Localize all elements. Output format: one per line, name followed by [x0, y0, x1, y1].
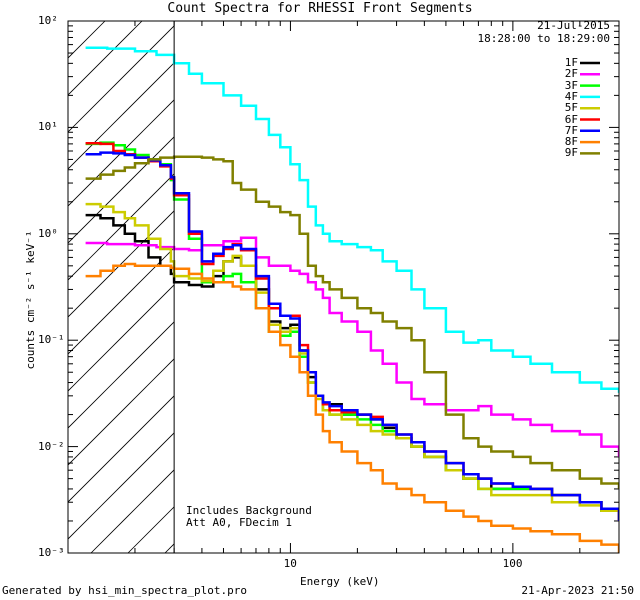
x-axis-label: Energy (keV): [300, 575, 380, 588]
series-9F: [85, 155, 619, 489]
legend-label-1F: 1F: [564, 56, 578, 69]
series-7F: [85, 151, 619, 521]
legend-label-2F: 2F: [564, 67, 578, 81]
hatch-line: [68, 284, 175, 392]
hatch-line: [68, 21, 143, 96]
hatch-line: [68, 99, 175, 207]
legend-label-7F: 7F: [564, 123, 578, 137]
hatch-line: [68, 62, 175, 170]
hatch-line: [68, 395, 175, 503]
series-4F: [85, 46, 619, 393]
y-tick-label: 10⁰: [38, 226, 58, 240]
y-tick-label: 10⁻³: [38, 546, 65, 559]
hatch-line: [68, 432, 175, 540]
legend-label-5F: 5F: [564, 101, 578, 115]
series-1F: [85, 213, 619, 521]
time-range: 18:28:00 to 18:29:00: [477, 32, 610, 45]
hatch-line: [68, 25, 175, 133]
legend-label-8F: 8F: [564, 135, 578, 149]
attenuator-note: Att A0, FDecim 1: [186, 516, 292, 529]
hatch-line: [68, 210, 175, 318]
hatch-line: [68, 358, 175, 466]
generated-by: Generated by hsi_min_spectra_plot.pro: [2, 584, 248, 597]
legend-label-9F: 9F: [564, 146, 578, 160]
legend-label-6F: 6F: [564, 112, 578, 126]
series-lines: [85, 46, 619, 553]
legend-label-3F: 3F: [564, 78, 578, 92]
legend-label-4F: 4F: [564, 89, 578, 103]
hatched-region: [68, 21, 175, 553]
hatch-line: [68, 136, 175, 244]
series-2F: [85, 236, 619, 457]
hatch-line: [90, 469, 175, 553]
generation-timestamp: 21-Apr-2023 21:50: [521, 584, 634, 597]
legend: [580, 61, 600, 155]
x-tick-label: 100: [502, 557, 523, 570]
y-tick-label: 10⁻¹: [38, 333, 65, 347]
hatch-line: [68, 247, 175, 355]
y-tick-label: 10⁻²: [38, 439, 65, 453]
hatch-line: [68, 173, 175, 281]
y-tick-label: 10¹: [38, 120, 58, 134]
background-note: Includes Background: [186, 504, 312, 517]
hatch-line: [68, 21, 106, 59]
chart-title: Count Spectra for RHESSI Front Segments: [167, 1, 473, 16]
series-8F: [85, 262, 619, 553]
y-axis-label: counts cm⁻² s⁻¹ keV⁻¹: [24, 230, 37, 370]
plot-frame: [67, 20, 620, 554]
axis-ticks: [68, 20, 620, 554]
x-tick-label: 10: [283, 557, 297, 570]
observation-date: 21-Jul-2015: [537, 19, 610, 32]
y-tick-label: 10²: [38, 14, 58, 27]
